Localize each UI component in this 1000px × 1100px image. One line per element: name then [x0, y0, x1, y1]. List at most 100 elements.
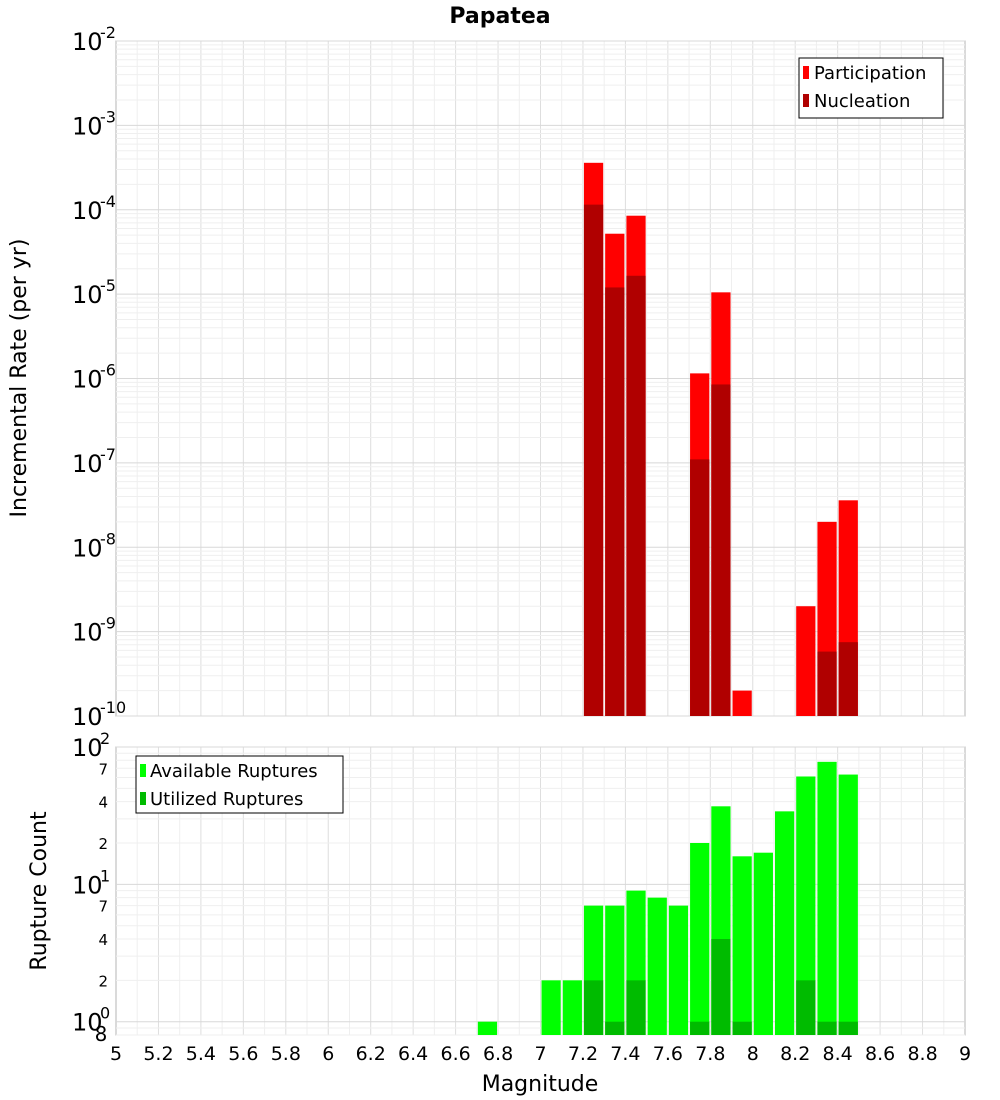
x-tick-label: 8.2 — [780, 1043, 810, 1065]
top-y-tick-base: 10 — [72, 450, 103, 478]
top-bar-nucleation — [626, 275, 646, 716]
bottom-legend: Available Ruptures Utilized Ruptures — [135, 755, 344, 814]
bottom-bar-available-ruptures — [796, 776, 816, 1035]
bottom-bar-available-ruptures — [668, 905, 689, 1035]
bottom-y-axis-title: Rupture Count — [27, 811, 52, 971]
x-tick-label: 8.6 — [865, 1043, 895, 1065]
bottom-y-minor-tick: 4 — [98, 931, 108, 949]
top-bar-participation — [796, 606, 816, 716]
top-bar-nucleation — [817, 651, 837, 716]
x-tick-label: 5 — [110, 1043, 122, 1065]
bottom-y-tick-exponent: 2 — [100, 729, 110, 748]
x-tick-label: 5.6 — [228, 1043, 258, 1065]
legend-label-available: Available Ruptures — [150, 761, 318, 782]
bottom-bar-utilized-ruptures — [732, 1021, 752, 1035]
top-y-tick-exponent: -4 — [100, 192, 116, 211]
x-tick-label: 7.6 — [653, 1043, 683, 1065]
bottom-bar-utilized-ruptures — [626, 980, 646, 1035]
x-tick-label: 5.8 — [271, 1043, 301, 1065]
top-y-tick-exponent: -2 — [100, 23, 116, 42]
legend-swatch-available — [140, 764, 146, 777]
bottom-y-minor-tick: 7 — [98, 760, 108, 778]
bottom-legend-box — [135, 755, 344, 814]
legend-label-participation: Participation — [814, 63, 926, 84]
bottom-y-tick-base: 10 — [72, 871, 103, 899]
legend-label-nucleation: Nucleation — [814, 91, 910, 112]
top-y-tick-exponent: -7 — [100, 445, 116, 464]
top-y-tick-exponent: -3 — [100, 107, 116, 126]
top-y-tick-base: 10 — [72, 619, 103, 647]
bottom-y-minor-tick: 2 — [98, 972, 108, 990]
bottom-bar-available-ruptures — [647, 897, 667, 1035]
bottom-y-bottom-tick: 8 — [95, 1022, 108, 1046]
x-tick-label: 7.2 — [568, 1043, 598, 1065]
top-bars — [583, 162, 858, 717]
x-tick-label: 7.8 — [695, 1043, 725, 1065]
bottom-bar-available-ruptures — [774, 811, 795, 1035]
x-tick-label: 6.4 — [398, 1043, 428, 1065]
top-y-tick-exponent: -6 — [100, 361, 116, 380]
bottom-bar-utilized-ruptures — [817, 1021, 837, 1035]
top-grid — [116, 40, 965, 717]
x-tick-label: 8 — [747, 1043, 759, 1065]
top-bar-nucleation — [838, 642, 858, 716]
bottom-bar-available-ruptures — [732, 856, 752, 1035]
x-axis-title: Magnitude — [482, 1072, 599, 1097]
top-y-tick-base: 10 — [72, 281, 103, 309]
top-y-tick-exponent: -5 — [100, 276, 116, 295]
top-bar-nucleation — [605, 287, 625, 716]
legend-swatch-participation — [803, 66, 809, 79]
bottom-bar-available-ruptures — [477, 1021, 498, 1035]
top-bar-nucleation — [583, 204, 604, 717]
bottom-bar-available-ruptures — [605, 905, 625, 1035]
x-tick-label: 6.8 — [483, 1043, 513, 1065]
bottom-bar-available-ruptures — [838, 774, 858, 1035]
bottom-bar-utilized-ruptures — [838, 1021, 858, 1035]
bottom-bars — [477, 761, 858, 1035]
x-axis-ticks: 5 5.2 5.4 5.6 5.8 6 6.2 6.4 6.6 6.8 7 7.2 7.4 7.6 7.8 8… — [110, 1043, 971, 1065]
x-tick-label: 5.4 — [186, 1043, 216, 1065]
bottom-y-tick-base: 10 — [72, 734, 103, 762]
legend-label-utilized: Utilized Ruptures — [150, 789, 303, 810]
top-y-tick-base: 10 — [72, 703, 103, 731]
x-tick-label: 7.4 — [610, 1043, 640, 1065]
bottom-y-minor-tick: 2 — [98, 835, 108, 853]
bottom-bar-utilized-ruptures — [796, 980, 816, 1035]
x-tick-label: 6.2 — [356, 1043, 386, 1065]
top-bar-nucleation — [690, 459, 710, 716]
top-y-tick-exponent: -10 — [100, 698, 126, 717]
bottom-bar-available-ruptures — [817, 761, 837, 1035]
top-y-tick-base: 10 — [72, 112, 103, 140]
chart-title: Papatea — [449, 4, 550, 29]
top-y-tick-exponent: -8 — [100, 529, 116, 548]
bottom-y-tick-base: 10 — [72, 1009, 103, 1037]
top-y-tick-exponent: -9 — [100, 614, 116, 633]
x-tick-label: 9 — [959, 1043, 971, 1065]
bottom-bar-available-ruptures — [541, 980, 561, 1035]
bottom-bar-utilized-ruptures — [583, 980, 604, 1035]
bottom-y-minor-tick: 4 — [98, 794, 108, 812]
x-tick-label: 8.8 — [907, 1043, 937, 1065]
x-tick-label: 5.2 — [143, 1043, 173, 1065]
top-y-tick-base: 10 — [72, 28, 103, 56]
x-tick-label: 7 — [534, 1043, 546, 1065]
bottom-bar-utilized-ruptures — [711, 939, 731, 1035]
top-bar-participation — [732, 690, 752, 716]
legend-swatch-nucleation — [803, 94, 809, 107]
bottom-y-minor-tick: 7 — [98, 898, 108, 916]
top-y-tick-base: 10 — [72, 197, 103, 225]
bottom-bar-available-ruptures — [562, 980, 582, 1035]
bottom-y-tick-exponent: 1 — [100, 866, 110, 885]
bottom-bar-available-ruptures — [753, 852, 773, 1035]
bottom-bar-utilized-ruptures — [690, 1021, 710, 1035]
top-legend-box — [798, 57, 944, 119]
x-tick-label: 6.6 — [440, 1043, 470, 1065]
top-y-tick-base: 10 — [72, 366, 103, 394]
bottom-bar-utilized-ruptures — [605, 1021, 625, 1035]
top-bar-nucleation — [711, 384, 731, 716]
